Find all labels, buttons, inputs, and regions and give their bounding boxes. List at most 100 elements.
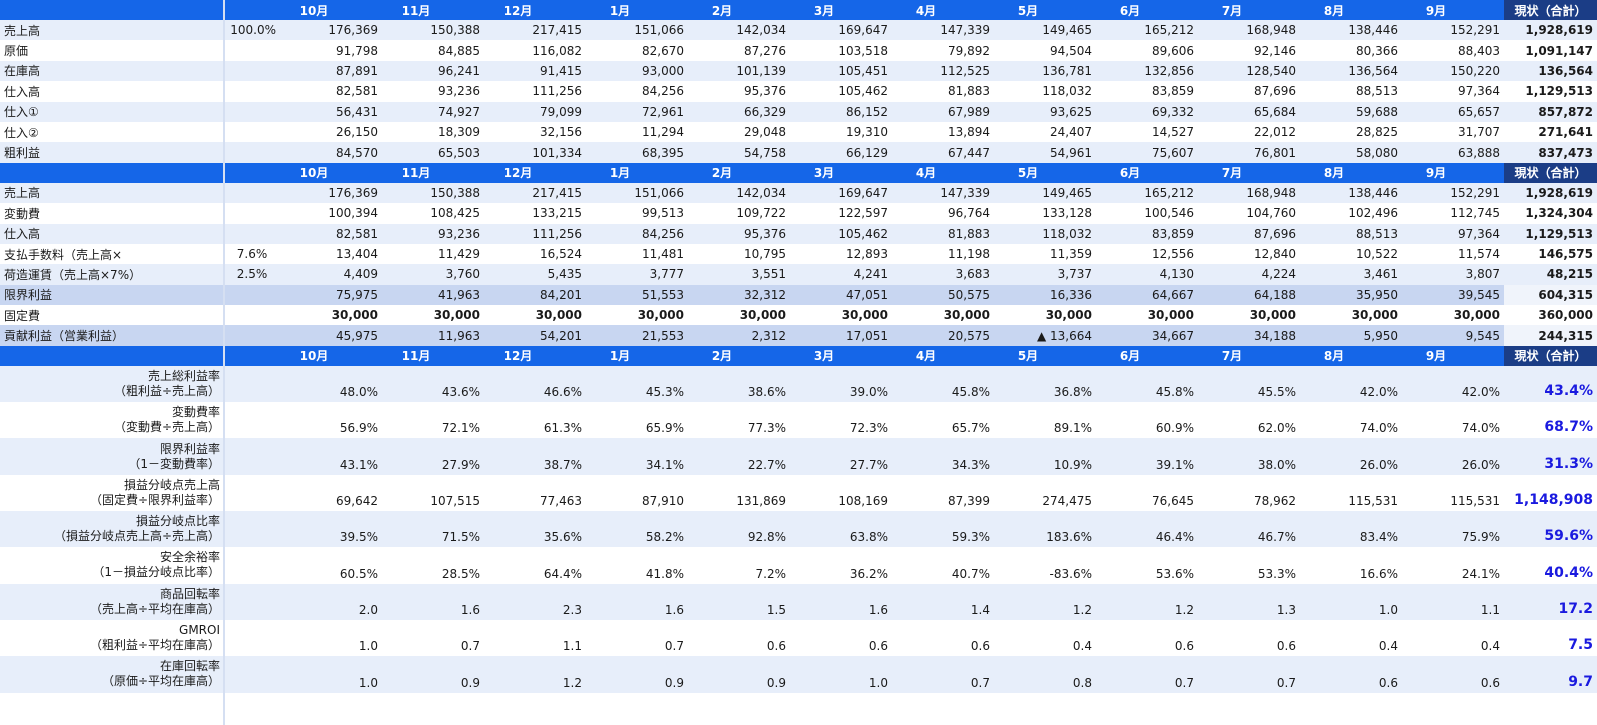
value-cell[interactable]: 30,000	[1096, 305, 1198, 326]
row-pct[interactable]	[224, 305, 280, 326]
value-cell[interactable]: 35,950	[1300, 284, 1402, 306]
ratio-label[interactable]: 売上総利益率 （粗利益÷売上高）	[0, 365, 224, 403]
value-cell[interactable]: 77,463	[484, 474, 586, 512]
value-cell[interactable]: 0.6	[1198, 619, 1300, 657]
value-cell[interactable]: 1.2	[1096, 583, 1198, 620]
value-cell[interactable]: 0.7	[892, 656, 994, 693]
total-cell[interactable]: 1,129,513	[1504, 81, 1597, 102]
value-cell[interactable]: 34,667	[1096, 325, 1198, 346]
value-cell[interactable]: 1.0	[280, 656, 382, 693]
ratio-label[interactable]: 損益分岐点売上高 （固定費÷限界利益率）	[0, 474, 224, 512]
value-cell[interactable]: 41,963	[382, 284, 484, 306]
value-cell[interactable]: 147,339	[892, 20, 994, 41]
value-cell[interactable]: 142,034	[688, 20, 790, 41]
month-header-5[interactable]: 2月	[688, 162, 790, 183]
value-cell[interactable]: 86,152	[790, 101, 892, 122]
value-cell[interactable]: 104,760	[1198, 203, 1300, 224]
value-cell[interactable]: 2.0	[280, 583, 382, 620]
value-cell[interactable]: 91,415	[484, 60, 586, 82]
value-cell[interactable]: 87,891	[280, 60, 382, 82]
value-cell[interactable]: 30,000	[790, 305, 892, 326]
value-cell[interactable]: 1.5	[688, 583, 790, 620]
row-pct[interactable]	[224, 60, 280, 82]
value-cell[interactable]: 2,312	[688, 325, 790, 346]
value-cell[interactable]: 47,051	[790, 284, 892, 306]
value-cell[interactable]: 217,415	[484, 20, 586, 41]
month-header-8[interactable]: 5月	[994, 0, 1096, 20]
ratio-label[interactable]: GMROI （粗利益÷平均在庫高）	[0, 619, 224, 657]
value-cell[interactable]: 169,647	[790, 20, 892, 41]
value-cell[interactable]: 38.6%	[688, 365, 790, 403]
month-header-3[interactable]: 12月	[484, 0, 586, 20]
value-cell[interactable]: 74.0%	[1300, 402, 1402, 439]
value-cell[interactable]: 82,670	[586, 40, 688, 61]
value-cell[interactable]: 93,000	[586, 60, 688, 82]
total-cell[interactable]: 1,928,619	[1504, 182, 1597, 204]
value-cell[interactable]: 45.5%	[1198, 365, 1300, 403]
value-cell[interactable]: 105,451	[790, 60, 892, 82]
value-cell[interactable]: 176,369	[280, 20, 382, 41]
value-cell[interactable]: 30,000	[1300, 305, 1402, 326]
month-header-6[interactable]: 3月	[790, 345, 892, 366]
value-cell[interactable]: 1.6	[586, 583, 688, 620]
value-cell[interactable]: 0.8	[994, 656, 1096, 693]
value-cell[interactable]: 34.3%	[892, 438, 994, 475]
value-cell[interactable]: 84,201	[484, 284, 586, 306]
value-cell[interactable]: 87,696	[1198, 223, 1300, 244]
value-cell[interactable]: 0.9	[688, 656, 790, 693]
month-header-9[interactable]: 6月	[1096, 345, 1198, 366]
value-cell[interactable]: 122,597	[790, 203, 892, 224]
value-cell[interactable]: 13,404	[280, 243, 382, 265]
value-cell[interactable]: 29,048	[688, 121, 790, 143]
value-cell[interactable]: 56,431	[280, 101, 382, 122]
value-cell[interactable]: 115,531	[1402, 474, 1504, 512]
value-cell[interactable]: 35.6%	[484, 511, 586, 548]
value-cell[interactable]: 58,080	[1300, 142, 1402, 163]
value-cell[interactable]: 53.3%	[1198, 547, 1300, 584]
value-cell[interactable]: 58.2%	[586, 511, 688, 548]
header-label-cell[interactable]	[0, 162, 224, 183]
value-cell[interactable]: 112,525	[892, 60, 994, 82]
value-cell[interactable]: 65,657	[1402, 101, 1504, 122]
value-cell[interactable]: 26.0%	[1300, 438, 1402, 475]
value-cell[interactable]: 1.2	[994, 583, 1096, 620]
header-pct-cell[interactable]	[224, 162, 280, 183]
value-cell[interactable]: 66,129	[790, 142, 892, 163]
value-cell[interactable]: 31,707	[1402, 121, 1504, 143]
value-cell[interactable]: 27.7%	[790, 438, 892, 475]
value-cell[interactable]: 26.0%	[1402, 438, 1504, 475]
value-cell[interactable]: 131,869	[688, 474, 790, 512]
value-cell[interactable]: 83.4%	[1300, 511, 1402, 548]
value-cell[interactable]: 82,581	[280, 223, 382, 244]
value-cell[interactable]: 11,429	[382, 243, 484, 265]
value-cell[interactable]: 10.9%	[994, 438, 1096, 475]
value-cell[interactable]: 93,625	[994, 101, 1096, 122]
value-cell[interactable]: 11,198	[892, 243, 994, 265]
month-header-6[interactable]: 3月	[790, 0, 892, 20]
value-cell[interactable]: 217,415	[484, 182, 586, 204]
total-header[interactable]: 現状（合計）	[1504, 0, 1597, 20]
value-cell[interactable]: 16.6%	[1300, 547, 1402, 584]
total-cell[interactable]: 360,000	[1504, 305, 1597, 326]
value-cell[interactable]: 71.5%	[382, 511, 484, 548]
total-cell[interactable]: 837,473	[1504, 142, 1597, 163]
value-cell[interactable]: 45.3%	[586, 365, 688, 403]
value-cell[interactable]: 82,581	[280, 81, 382, 102]
value-cell[interactable]: 88,513	[1300, 81, 1402, 102]
value-cell[interactable]: 9,545	[1402, 325, 1504, 346]
value-cell[interactable]: 65,684	[1198, 101, 1300, 122]
value-cell[interactable]: 97,364	[1402, 81, 1504, 102]
value-cell[interactable]: 92,146	[1198, 40, 1300, 61]
value-cell[interactable]: 84,570	[280, 142, 382, 163]
value-cell[interactable]: 81,883	[892, 81, 994, 102]
month-header-7[interactable]: 4月	[892, 0, 994, 20]
row-pct[interactable]	[224, 547, 280, 584]
value-cell[interactable]: 74,927	[382, 101, 484, 122]
value-cell[interactable]: 30,000	[382, 305, 484, 326]
value-cell[interactable]: 165,212	[1096, 182, 1198, 204]
value-cell[interactable]: 72.1%	[382, 402, 484, 439]
row-label[interactable]: 支払手数料（売上高×	[0, 243, 224, 265]
row-label[interactable]: 仕入②	[0, 121, 224, 143]
value-cell[interactable]: 149,465	[994, 182, 1096, 204]
value-cell[interactable]: 68,395	[586, 142, 688, 163]
